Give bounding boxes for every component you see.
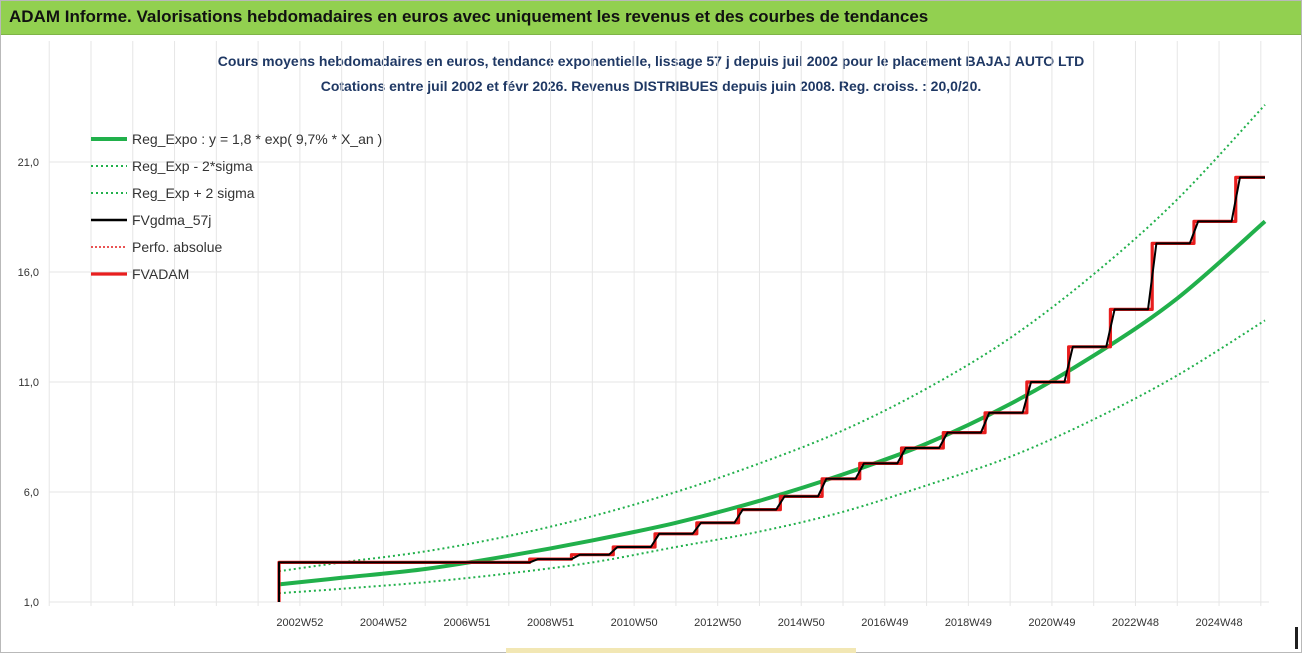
legend-label: Reg_Expo : y = 1,8 * exp( 9,7% * X_an ) [132,131,382,147]
x-tick-label: 2024W48 [1195,617,1242,629]
chart-title: Cours moyens hebdomadaires en euros, ten… [217,53,1085,69]
y-tick-label: 6,0 [24,487,39,499]
y-axis-ticks: 1,0 6,0 11,0 16,0 21,0 [18,157,39,609]
x-tick-label: 2022W48 [1112,617,1159,629]
x-tick-label: 2014W50 [778,617,825,629]
y-tick-label: 16,0 [18,267,39,279]
y-tick-label: 1,0 [24,597,39,609]
legend: Reg_Expo : y = 1,8 * exp( 9,7% * X_an ) R… [91,131,382,282]
legend-label: FVADAM [132,266,189,282]
x-tick-label: 2018W49 [945,617,992,629]
legend-label: Perfo. absolue [132,239,222,255]
reg-minus-2sigma-line [278,319,1266,595]
x-tick-label: 2016W49 [861,617,908,629]
fvgdma-57j-line [278,176,1265,602]
title-banner: ADAM Informe. Valorisations hebdomadaire… [1,1,1301,35]
x-tick-label: 2006W51 [443,617,490,629]
legend-label: Reg_Exp - 2*sigma [132,158,253,174]
y-tick-label: 11,0 [18,377,39,389]
series-layer [277,104,1267,602]
report-title: ADAM Informe. Valorisations hebdomadaire… [9,7,929,26]
x-tick-label: 2004W52 [360,617,407,629]
fvadam-line [277,175,1265,602]
scrollbar-strip [506,648,856,653]
x-tick-label: 2020W49 [1028,617,1075,629]
x-tick-label: 2008W51 [527,617,574,629]
legend-label: Reg_Exp + 2 sigma [132,185,255,201]
x-axis-ticks: 2002W52 2004W52 2006W51 2008W51 2010W50 2012W… [276,617,1242,629]
y-tick-label: 21,0 [18,157,39,169]
window-corner-edge [1295,627,1298,649]
vertical-gridlines [48,41,1262,606]
reg-expo-line [278,219,1267,587]
chart-subtitle: Cotations entre juil 2002 et févr 2026. … [320,78,982,94]
x-tick-label: 2010W50 [611,617,658,629]
reg-plus-2sigma-line [278,104,1266,573]
horizontal-gridlines [49,161,1269,603]
x-tick-label: 2002W52 [276,617,323,629]
legend-label: FVgdma_57j [132,212,211,228]
x-tick-label: 2012W50 [694,617,741,629]
